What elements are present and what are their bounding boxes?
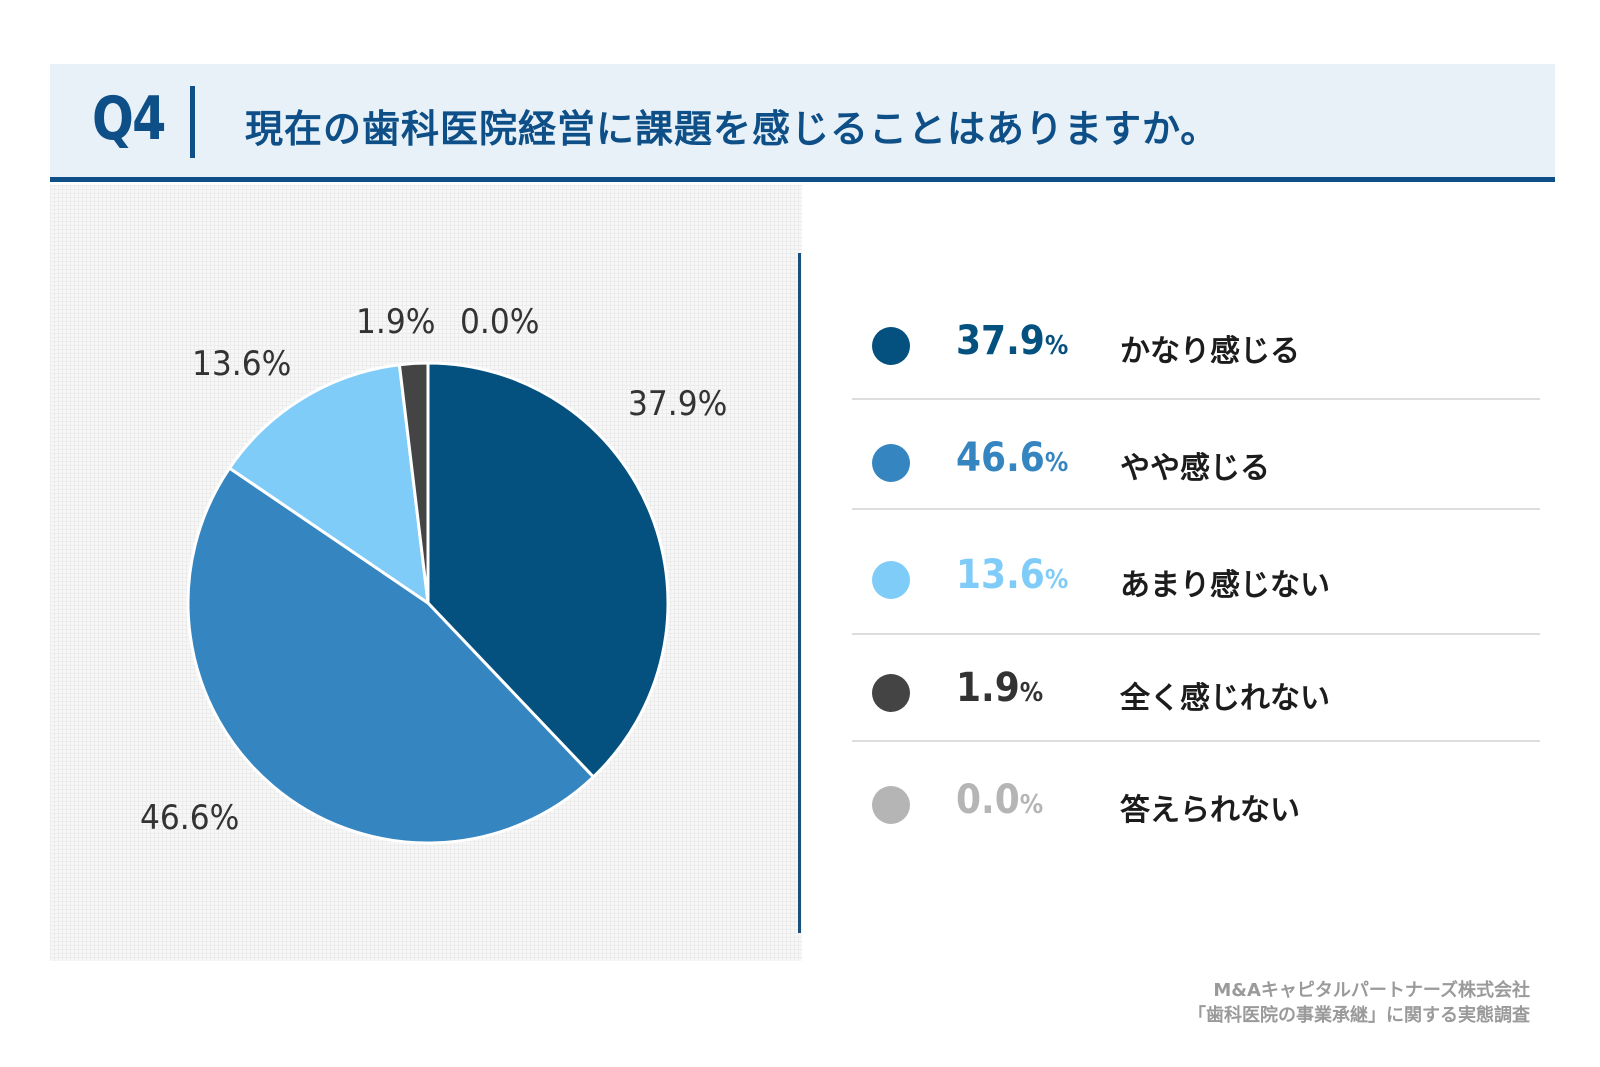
legend-row-0: 37.9% かなり感じる [852,290,1540,400]
legend-dot-0 [872,327,910,365]
legend-dot-3 [872,674,910,712]
legend-label-4: 答えられない [1120,793,1300,828]
slice-label-0: 37.9% [628,384,728,424]
source-line-1: M&Aキャピタルパートナーズ株式会社 [1213,980,1530,1001]
pie-slice-2 [227,363,430,607]
legend-percent-4: 0.0% [956,777,1043,823]
pie-slice-1 [186,466,596,845]
legend-percent-sign-1: % [1044,448,1069,478]
legend-percent-sign-3: % [1019,678,1044,708]
legend-label-2: あまり感じない [1120,568,1330,603]
legend-separator-3 [852,740,1540,742]
vertical-divider [798,253,801,933]
legend-percent-value-1: 46.6 [956,435,1045,481]
legend-row-2: 13.6% あまり感じない [852,510,1540,635]
legend-percent-sign-4: % [1019,790,1044,820]
legend-label-0: かなり感じる [1120,334,1300,369]
legend-separator-2 [852,633,1540,635]
question-header: Q4 現在の歯科医院経営に課題を感じることはありますか。 [50,64,1555,182]
legend-row-3: 1.9% 全く感じれない [852,635,1540,742]
legend-separator-1 [852,508,1540,510]
legend-percent-value-3: 1.9 [956,665,1020,711]
legend-label-1: やや感じる [1120,451,1270,486]
slice-label-4: 0.0% [460,302,540,342]
legend-percent-value-4: 0.0 [956,777,1020,823]
legend-row-4: 0.0% 答えられない [852,742,1540,852]
legend-percent-sign-2: % [1044,565,1069,595]
legend-row-1: 46.6% やや感じる [852,400,1540,510]
legend-percent-1: 46.6% [956,435,1068,481]
slice-label-2: 13.6% [192,344,292,384]
question-number: Q4 [92,84,166,154]
legend-dot-4 [872,786,910,824]
legend-percent-value-0: 37.9 [956,318,1045,364]
slice-label-3: 1.9% [356,302,436,342]
header-divider [190,86,195,158]
question-title: 現在の歯科医院経営に課題を感じることはありますか。 [245,107,1220,151]
legend-separator-0 [852,398,1540,400]
legend-percent-value-2: 13.6 [956,552,1045,598]
legend-percent-sign-0: % [1044,331,1069,361]
legend-percent-2: 13.6% [956,552,1068,598]
legend-percent-0: 37.9% [956,318,1068,364]
legend-label-3: 全く感じれない [1120,681,1330,716]
source-credit: M&Aキャピタルパートナーズ株式会社 「歯科医院の事業承継」に関する実態調査 [1188,978,1530,1028]
pie-slice-3 [397,361,430,604]
legend-percent-3: 1.9% [956,665,1043,711]
pie-slice-0 [426,361,670,780]
legend-dot-2 [872,561,910,599]
source-line-2: 「歯科医院の事業承継」に関する実態調査 [1188,1005,1530,1026]
legend-dot-1 [872,444,910,482]
slice-label-1: 46.6% [140,798,240,838]
